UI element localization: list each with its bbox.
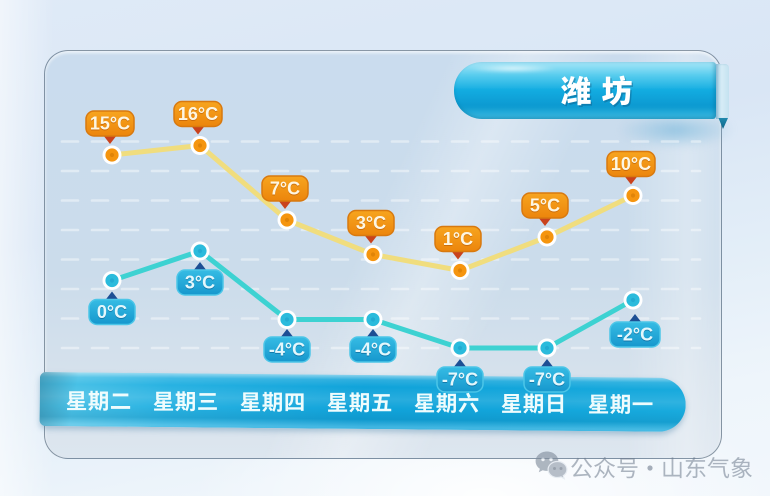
svg-text:-4°C: -4°C <box>355 340 391 360</box>
svg-text:5°C: 5°C <box>530 196 560 216</box>
svg-text:-7°C: -7°C <box>529 370 565 390</box>
svg-text:5°C: 5°C <box>530 196 560 216</box>
svg-text:10°C: 10°C <box>611 155 651 175</box>
svg-text:3°C: 3°C <box>356 214 386 234</box>
svg-text:-4°C: -4°C <box>269 340 305 360</box>
svg-text:15°C: 15°C <box>90 114 130 134</box>
svg-text:3°C: 3°C <box>356 213 386 233</box>
svg-text:7°C: 7°C <box>270 179 300 199</box>
svg-text:-7°C: -7°C <box>529 370 565 390</box>
svg-text:3°C: 3°C <box>185 273 215 293</box>
svg-text:-2°C: -2°C <box>617 325 653 345</box>
svg-text:-7°C: -7°C <box>442 370 478 390</box>
svg-text:16°C: 16°C <box>178 105 218 125</box>
svg-text:16°C: 16°C <box>178 104 218 124</box>
svg-text:1°C: 1°C <box>443 230 473 250</box>
svg-text:-2°C: -2°C <box>617 325 653 345</box>
svg-text:1°C: 1°C <box>443 229 473 249</box>
svg-text:-4°C: -4°C <box>355 340 391 360</box>
svg-text:15°C: 15°C <box>90 114 130 134</box>
svg-text:-4°C: -4°C <box>269 340 305 360</box>
svg-text:0°C: 0°C <box>97 303 127 323</box>
svg-text:0°C: 0°C <box>97 302 127 322</box>
svg-text:-7°C: -7°C <box>442 370 478 390</box>
svg-text:10°C: 10°C <box>611 154 651 174</box>
svg-text:3°C: 3°C <box>185 273 215 293</box>
svg-text:7°C: 7°C <box>270 179 300 199</box>
